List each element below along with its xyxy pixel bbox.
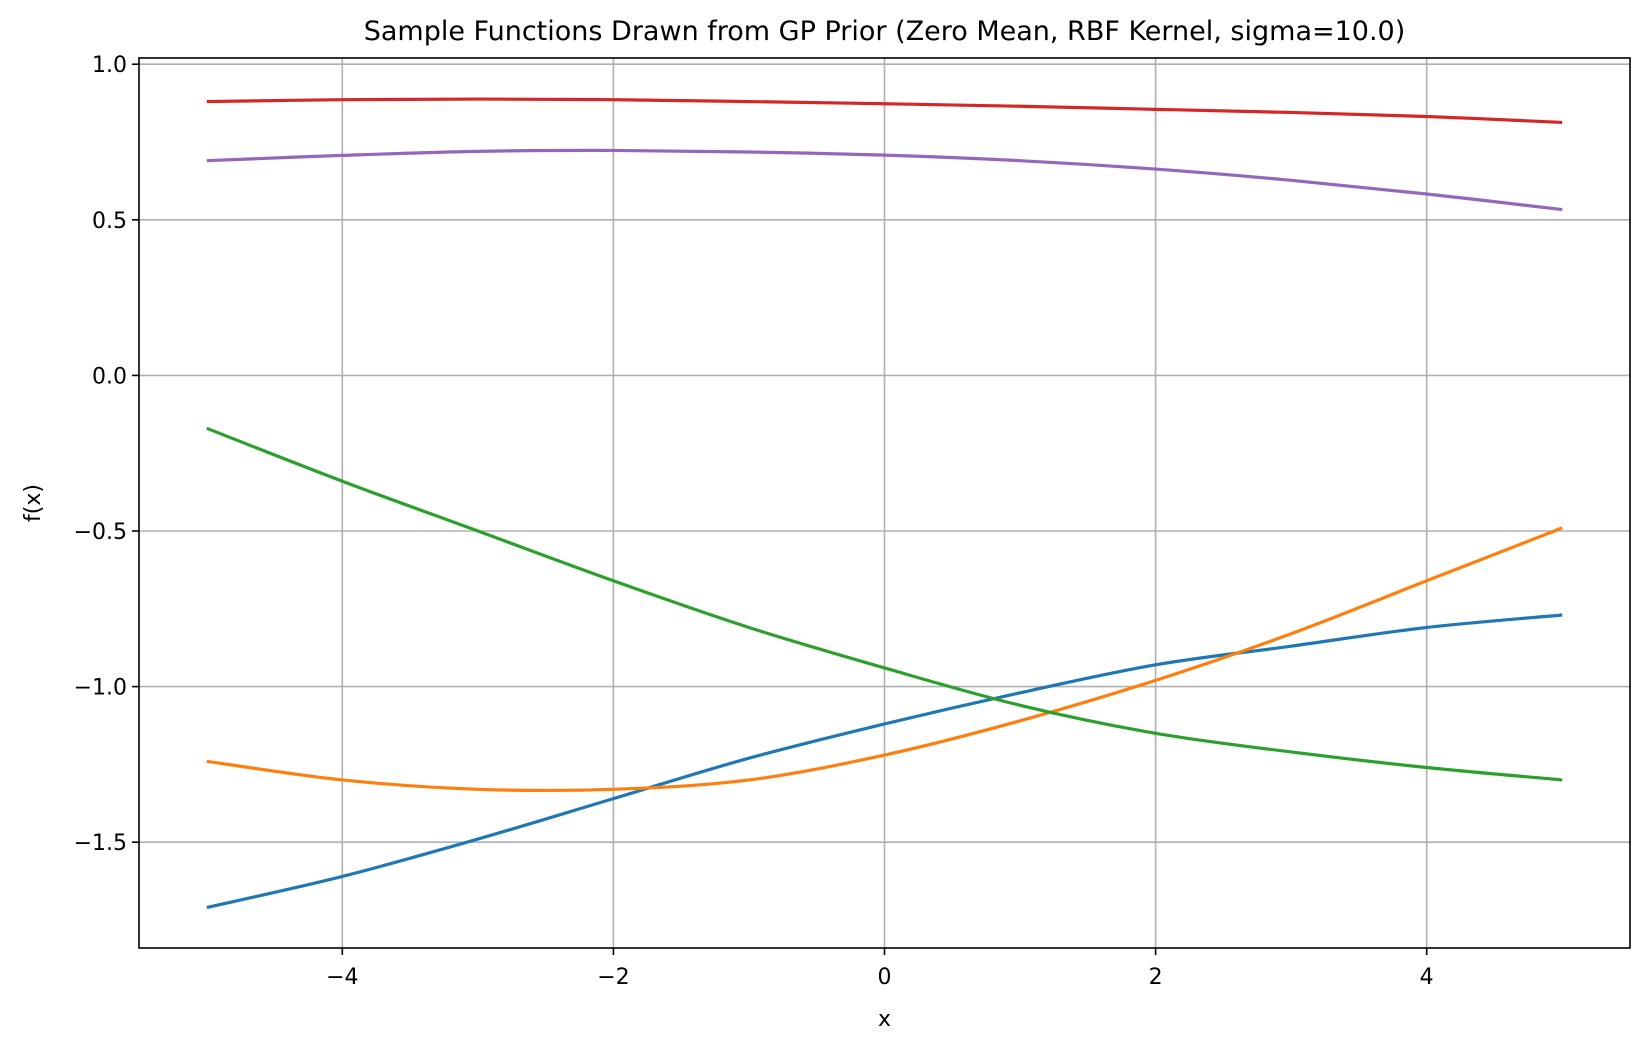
series-line-3 [206,426,1563,782]
x-axis-label: x [878,1007,891,1032]
y-axis-label: f(x) [21,484,46,522]
x-tick-label: −4 [326,965,358,990]
y-tick-label: 0.0 [92,364,127,389]
data-series [206,97,1563,910]
x-tick-label: −2 [597,965,629,990]
x-tick-label: 2 [1149,965,1163,990]
x-tick-label: 0 [878,965,892,990]
series-line-1 [206,613,1563,910]
x-tick-label: 4 [1420,965,1434,990]
grid-lines [139,58,1630,948]
chart-title: Sample Functions Drawn from GP Prior (Ze… [364,16,1406,47]
series-line-4 [206,97,1563,125]
series-line-5 [206,148,1563,212]
y-tick-label: −0.5 [74,520,127,545]
series-line-2 [206,526,1563,793]
y-tick-label: −1.0 [74,676,127,701]
y-tick-label: −1.5 [74,831,127,856]
axis-ticks: −4 −2 0 2 4 1.0 0.5 0.0 −0.5 −1.0 −1.5 [74,53,1434,990]
y-tick-label: 0.5 [92,209,127,234]
y-tick-label: 1.0 [92,53,127,78]
